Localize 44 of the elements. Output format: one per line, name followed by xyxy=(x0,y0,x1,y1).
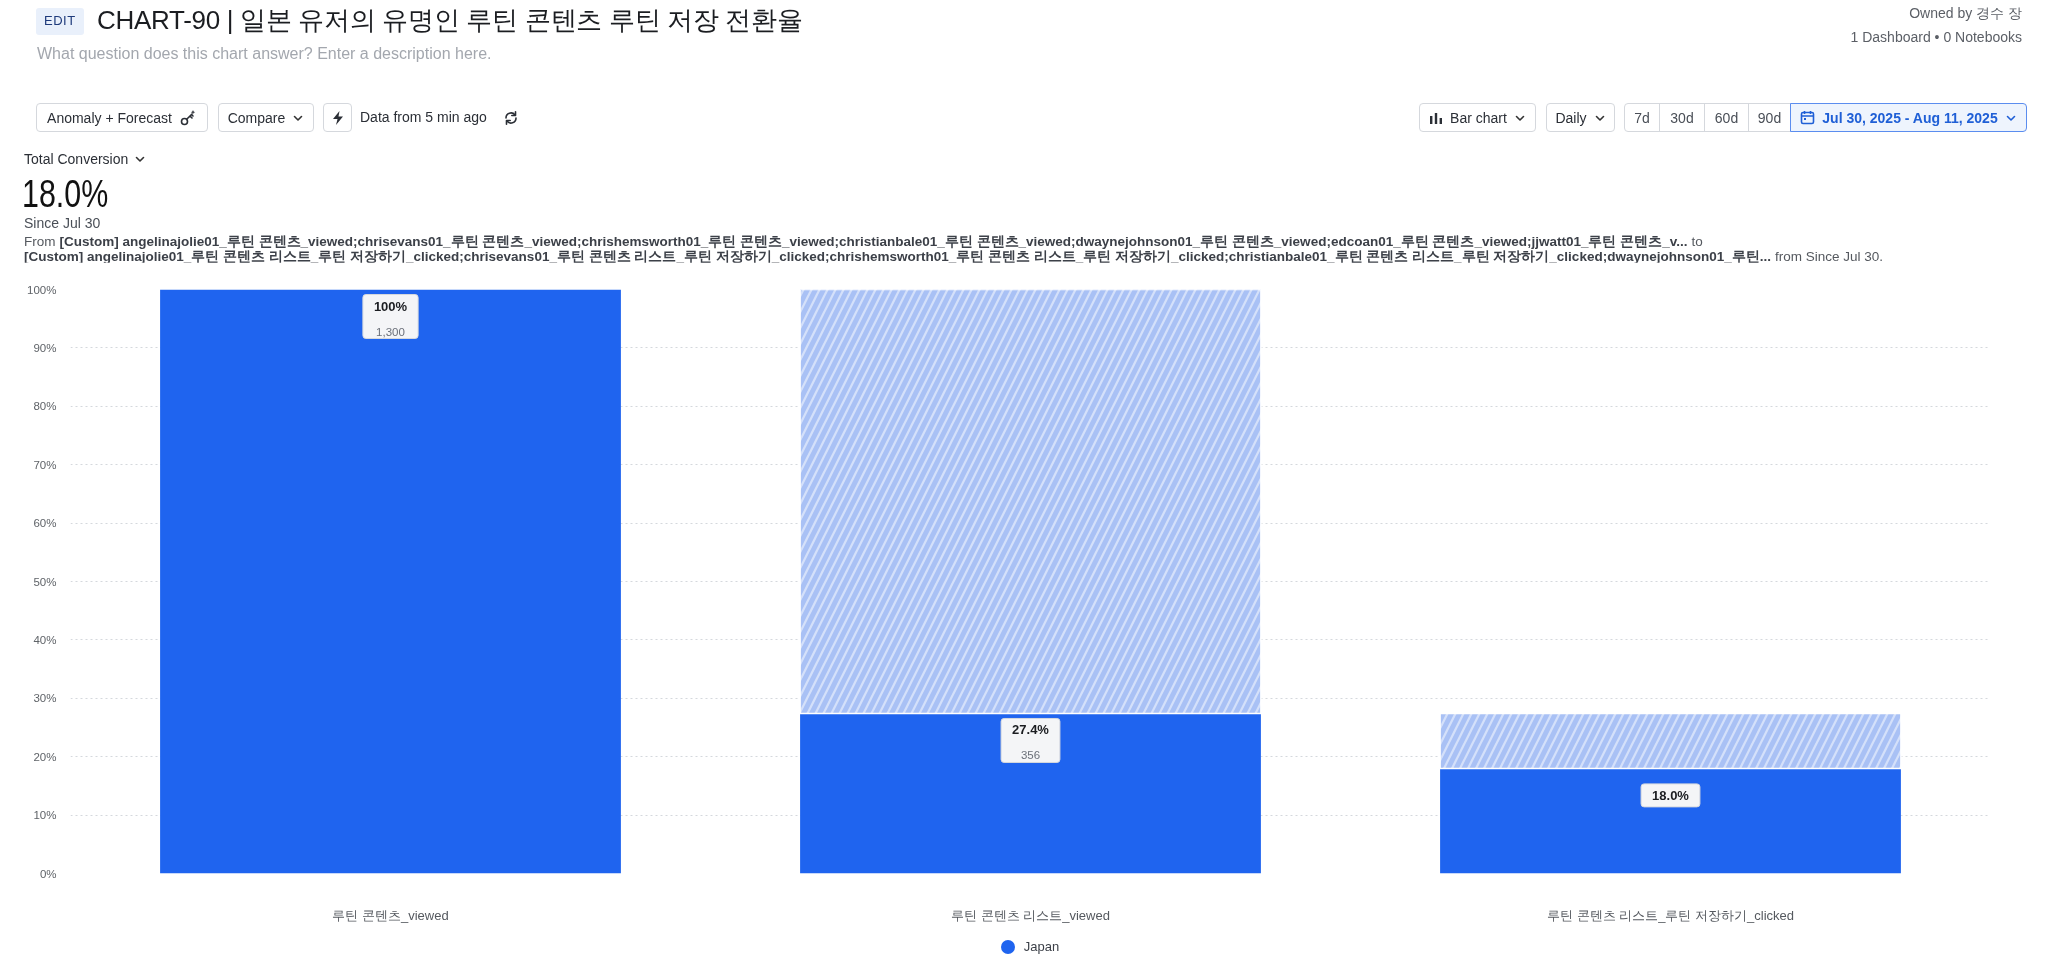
text: [Custom] angelinajolie01_루틴 콘텐츠_viewed;chrisevans01_루틴 콘텐츠_viewed;chrishemsworth01_루틴 콘텐츠_viewed;christianbale01_루틴 콘텐츠_viewed;dwaynejohnson01_루틴 콘텐츠_viewed;edcoan01_루틴 콘텐츠_viewed;jjwatt01_루틴 콘텐츠_v... xyxy=(59,234,1688,249)
text: 18.0% xyxy=(22,173,109,215)
text: Total Conversion xyxy=(24,151,129,167)
text: Compare xyxy=(227,108,286,128)
y-tick-label: 50% xyxy=(33,575,57,588)
data-label: 27.4% 356 xyxy=(1012,722,1050,762)
text: Bar chart xyxy=(1450,108,1507,128)
x-tick-label: 루틴 콘텐츠_viewed xyxy=(332,907,449,923)
text: 30d xyxy=(1670,108,1694,128)
bar xyxy=(800,713,1261,874)
y-tick-label: 80% xyxy=(33,400,57,413)
text: 7d xyxy=(1634,108,1650,128)
x-tick-label: 루틴 콘텐츠 리스트_viewed xyxy=(951,907,1110,923)
y-tick-label: 90% xyxy=(33,341,57,354)
text: from Since Jul 30. xyxy=(1774,249,1883,264)
x-tick-label: 루틴 콘텐츠 리스트_루틴 저장하기_clicked xyxy=(1546,907,1795,923)
text: 90d xyxy=(1757,108,1782,128)
chart-subtitle: What question does this chart answer? Enter a description here. xyxy=(37,45,492,63)
y-tick-label: 60% xyxy=(33,517,57,530)
text: 1 Dashboard • 0 Notebooks xyxy=(1850,29,2022,45)
text: Daily xyxy=(1555,108,1587,128)
data-label: 100% 1,300 xyxy=(373,298,408,338)
text: Owned by 경수 장 xyxy=(1909,5,2022,21)
text: EDIT xyxy=(36,8,84,35)
y-tick-label: 100% xyxy=(27,283,57,296)
y-tick-label: 10% xyxy=(33,809,57,822)
y-tick-label: 70% xyxy=(33,458,57,471)
text: From xyxy=(24,234,56,249)
text: Anomaly + Forecast xyxy=(47,108,172,128)
text: Since Jul 30 xyxy=(24,215,101,231)
text: 60d xyxy=(1714,108,1739,128)
bar xyxy=(160,289,621,874)
y-tick-label: 20% xyxy=(33,750,57,763)
text: Data from 5 min ago xyxy=(360,109,487,125)
y-tick-label: 0% xyxy=(39,867,57,880)
text: to xyxy=(1691,234,1703,249)
y-tick-label: 40% xyxy=(33,633,57,646)
text: [Custom] angelinajolie01_루틴 콘텐츠 리스트_루틴 저장하기_clicked;chrisevans01_루틴 콘텐츠 리스트_루틴 저장하기_clicked;chrishemsworth01_루틴 콘텐츠 리스트_루틴 저장하기_clicked;christianbale01_루틴 콘텐츠 리스트_루틴 저장하기_clicked;dwaynejohnson01_루틴... xyxy=(24,249,1771,264)
text: Jul 30, 2025 - Aug 11, 2025 xyxy=(1822,108,1998,128)
bar xyxy=(1440,768,1901,874)
legend-label: Japan xyxy=(1023,937,1060,956)
chart-title: CHART-90 | 일본 유저의 유명인 루틴 콘텐츠 루틴 저장 전환율 xyxy=(97,4,803,36)
y-tick-label: 30% xyxy=(33,692,57,705)
data-label: 18.0% xyxy=(1652,787,1690,803)
